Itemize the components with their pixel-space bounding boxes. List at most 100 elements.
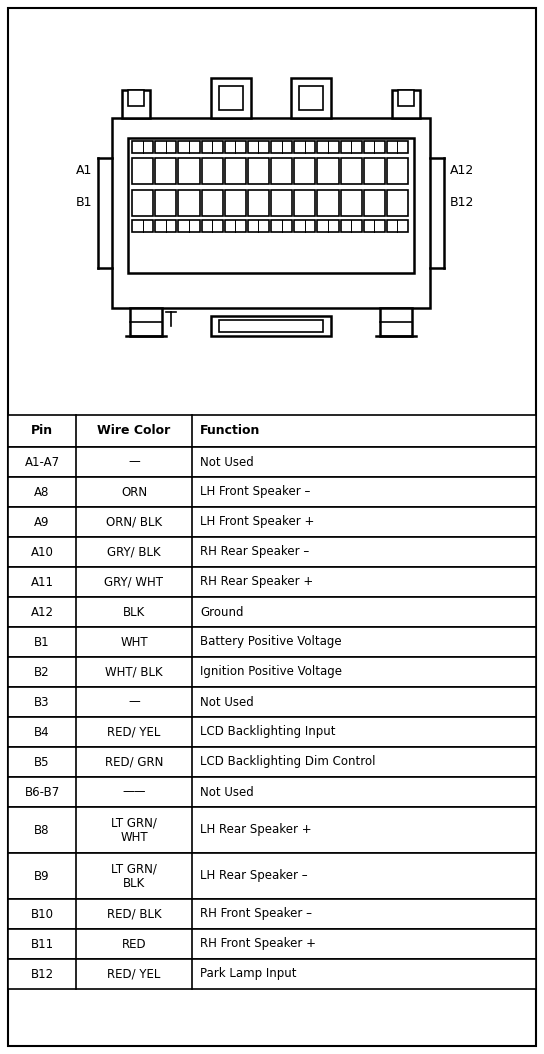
Bar xyxy=(132,158,153,184)
Text: RH Rear Speaker +: RH Rear Speaker + xyxy=(200,575,313,588)
Text: RED/ YEL: RED/ YEL xyxy=(107,725,160,739)
Bar xyxy=(341,190,362,216)
Bar xyxy=(8,929,536,959)
Bar xyxy=(219,86,243,110)
Bar xyxy=(155,190,176,216)
Bar xyxy=(225,220,246,232)
Bar xyxy=(317,220,338,232)
Bar xyxy=(8,657,536,687)
Bar xyxy=(178,190,200,216)
Text: RH Front Speaker –: RH Front Speaker – xyxy=(200,907,312,920)
Text: LH Rear Speaker +: LH Rear Speaker + xyxy=(200,823,312,837)
Bar xyxy=(225,141,246,153)
Bar xyxy=(8,507,536,536)
Text: LCD Backlighting Input: LCD Backlighting Input xyxy=(200,725,336,739)
Bar xyxy=(211,316,331,336)
Bar xyxy=(8,807,536,853)
Bar xyxy=(225,158,246,184)
Text: LCD Backlighting Dim Control: LCD Backlighting Dim Control xyxy=(200,756,375,768)
Bar xyxy=(248,141,269,153)
Bar xyxy=(294,158,316,184)
Bar xyxy=(341,158,362,184)
Bar xyxy=(8,597,536,627)
Bar xyxy=(294,220,316,232)
Bar xyxy=(112,118,430,308)
Bar xyxy=(248,158,269,184)
Bar xyxy=(8,415,536,447)
Bar xyxy=(155,158,176,184)
Bar xyxy=(8,687,536,717)
Bar xyxy=(8,627,536,657)
Bar xyxy=(299,86,323,110)
Bar xyxy=(8,477,536,507)
Bar xyxy=(248,220,269,232)
Text: B1: B1 xyxy=(34,636,50,648)
Bar xyxy=(201,190,222,216)
Text: Wire Color: Wire Color xyxy=(97,425,171,437)
Bar xyxy=(317,141,338,153)
Bar xyxy=(8,777,536,807)
Text: A1-A7: A1-A7 xyxy=(24,455,59,468)
Text: B10: B10 xyxy=(30,907,53,920)
Text: RED/ GRN: RED/ GRN xyxy=(105,756,163,768)
Bar xyxy=(8,447,536,477)
Bar xyxy=(132,220,153,232)
Bar xyxy=(398,90,414,106)
Text: B4: B4 xyxy=(34,725,50,739)
Text: Battery Positive Voltage: Battery Positive Voltage xyxy=(200,636,342,648)
Text: B5: B5 xyxy=(34,756,50,768)
Bar xyxy=(364,158,385,184)
Text: ORN: ORN xyxy=(121,486,147,499)
Bar xyxy=(271,220,292,232)
Bar xyxy=(8,807,536,853)
Text: Not Used: Not Used xyxy=(200,696,254,708)
Text: ——: —— xyxy=(122,785,146,799)
Bar xyxy=(387,141,408,153)
Text: A1: A1 xyxy=(76,164,92,177)
Text: ORN/ BLK: ORN/ BLK xyxy=(106,515,162,528)
Text: A10: A10 xyxy=(30,546,53,559)
Text: B3: B3 xyxy=(34,696,50,708)
Text: RH Rear Speaker –: RH Rear Speaker – xyxy=(200,546,309,559)
Text: WHT/ BLK: WHT/ BLK xyxy=(105,665,163,679)
Bar xyxy=(8,747,536,777)
Text: B1: B1 xyxy=(76,196,92,210)
Bar xyxy=(211,78,251,118)
Bar xyxy=(132,141,153,153)
Text: A12: A12 xyxy=(30,605,53,619)
Bar xyxy=(341,220,362,232)
Text: Pin: Pin xyxy=(31,425,53,437)
Text: BLK: BLK xyxy=(123,605,145,619)
Bar xyxy=(132,190,153,216)
Text: B9: B9 xyxy=(34,870,50,882)
Bar xyxy=(271,158,292,184)
Bar xyxy=(387,220,408,232)
Bar xyxy=(8,415,536,447)
Bar xyxy=(341,141,362,153)
Bar xyxy=(8,853,536,899)
Text: LT GRN/
BLK: LT GRN/ BLK xyxy=(111,862,157,890)
Bar xyxy=(8,447,536,477)
Bar xyxy=(8,657,536,687)
Bar xyxy=(178,158,200,184)
Text: A12: A12 xyxy=(450,164,474,177)
Bar xyxy=(387,158,408,184)
Bar xyxy=(8,507,536,536)
Text: RH Front Speaker +: RH Front Speaker + xyxy=(200,937,316,951)
Text: B2: B2 xyxy=(34,665,50,679)
Bar xyxy=(178,141,200,153)
Bar xyxy=(364,141,385,153)
Bar xyxy=(8,929,536,959)
Bar xyxy=(130,308,162,336)
Bar xyxy=(392,90,420,118)
Bar xyxy=(178,220,200,232)
Bar xyxy=(8,536,536,567)
Bar xyxy=(219,320,323,332)
Bar xyxy=(271,141,292,153)
Bar xyxy=(364,220,385,232)
Text: A8: A8 xyxy=(34,486,50,499)
Text: GRY/ BLK: GRY/ BLK xyxy=(107,546,161,559)
Text: Not Used: Not Used xyxy=(200,785,254,799)
Bar xyxy=(122,90,150,118)
Bar xyxy=(128,138,414,273)
